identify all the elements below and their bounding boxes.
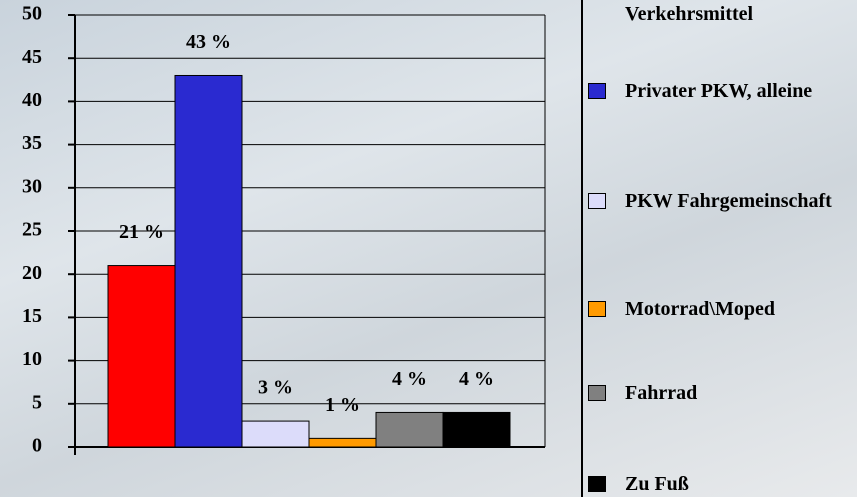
legend-label: Motorrad\Moped bbox=[625, 298, 775, 320]
legend-swatch bbox=[588, 83, 606, 99]
y-tick-label: 20 bbox=[22, 262, 42, 284]
legend-swatch bbox=[588, 193, 606, 209]
bar bbox=[174, 74, 243, 448]
y-tick-label: 45 bbox=[22, 46, 42, 68]
value-label: 4 % bbox=[392, 368, 427, 390]
legend-label: Fahrrad bbox=[625, 382, 698, 404]
y-tick-label: 15 bbox=[22, 305, 42, 327]
y-tick-label: 40 bbox=[22, 89, 42, 111]
value-label: 1 % bbox=[325, 394, 360, 416]
legend-swatch bbox=[588, 476, 606, 492]
y-tick-label: 50 bbox=[22, 3, 42, 25]
legend-label: PKW Fahrgemeinschaft bbox=[625, 190, 832, 212]
bar bbox=[375, 411, 444, 448]
y-tick-label: 35 bbox=[22, 132, 42, 154]
legend-title: Verkehrsmittel bbox=[625, 3, 754, 25]
value-label: 43 % bbox=[186, 31, 231, 53]
y-tick-label: 10 bbox=[22, 348, 42, 370]
bar bbox=[308, 437, 377, 448]
legend-swatch bbox=[588, 385, 606, 401]
value-label: 21 % bbox=[119, 221, 164, 243]
bar bbox=[107, 265, 176, 448]
value-label: 4 % bbox=[459, 368, 494, 390]
legend-swatch bbox=[588, 301, 606, 317]
y-tick-label: 25 bbox=[22, 219, 42, 241]
bar bbox=[241, 420, 310, 448]
legend-label: Privater PKW, alleine bbox=[625, 80, 813, 102]
bar bbox=[442, 411, 511, 448]
y-tick-label: 5 bbox=[32, 391, 42, 413]
legend-label: Zu Fuß bbox=[625, 473, 689, 495]
y-tick-label: 30 bbox=[22, 175, 42, 197]
value-label: 3 % bbox=[258, 377, 293, 399]
y-tick-label: 0 bbox=[32, 435, 42, 457]
